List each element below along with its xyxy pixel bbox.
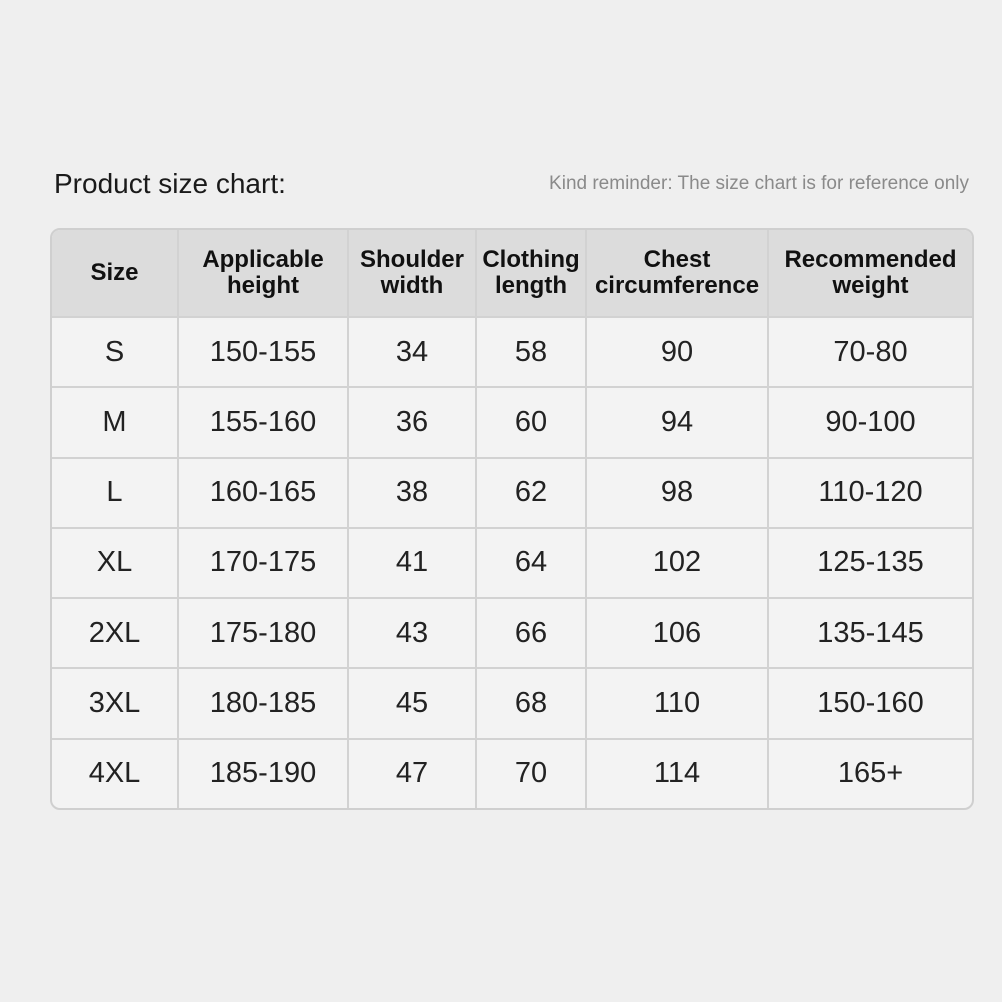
table-cell: 110	[585, 667, 769, 740]
table-cell: 106	[585, 597, 769, 670]
table-cell: 36	[347, 386, 477, 459]
table-cell: 58	[475, 315, 587, 389]
column-header: Shoulder width	[347, 230, 477, 318]
table-cell: 68	[475, 667, 587, 740]
column-header-line: Size	[90, 259, 139, 286]
table-cell: 38	[347, 456, 477, 529]
column-header-line: Shoulder	[359, 246, 464, 273]
table-cell: 155-160	[177, 386, 349, 459]
column-header-line: Recommended	[784, 246, 957, 273]
table-cell: 70	[475, 737, 587, 808]
table-cell: 160-165	[177, 456, 349, 529]
table-cell: 41	[347, 526, 477, 600]
table-row: S 150-155 34 58 90 70-80	[52, 315, 972, 389]
column-header-line: Chest	[643, 246, 711, 273]
table-cell: 170-175	[177, 526, 349, 600]
table-cell: 125-135	[767, 526, 972, 600]
table-cell: 43	[347, 597, 477, 670]
column-header-line: weight	[832, 272, 909, 299]
table-cell: 135-145	[767, 597, 972, 670]
table-cell: 110-120	[767, 456, 972, 529]
table-row: L 160-165 38 62 98 110-120	[52, 456, 972, 529]
column-header-line: Applicable	[202, 246, 324, 273]
table-cell: 60	[475, 386, 587, 459]
table-cell: M	[52, 386, 179, 459]
column-header-line: height	[227, 272, 299, 299]
table-cell: 165+	[767, 737, 972, 808]
table-cell: 66	[475, 597, 587, 670]
table-cell: 90-100	[767, 386, 972, 459]
column-header: Size	[52, 230, 179, 318]
table-cell: 2XL	[52, 597, 179, 670]
table-cell: 102	[585, 526, 769, 600]
table-cell: 64	[475, 526, 587, 600]
table-row: M 155-160 36 60 94 90-100	[52, 386, 972, 459]
column-header: Applicable height	[177, 230, 349, 318]
table-cell: 180-185	[177, 667, 349, 740]
table-cell: XL	[52, 526, 179, 600]
column-header-line: width	[380, 272, 444, 299]
table-cell: 150-155	[177, 315, 349, 389]
table-cell: 70-80	[767, 315, 972, 389]
table-cell: 45	[347, 667, 477, 740]
table-cell: 3XL	[52, 667, 179, 740]
table-cell: L	[52, 456, 179, 529]
column-header: Clothing length	[475, 230, 587, 318]
table-cell: 47	[347, 737, 477, 808]
table-cell: 98	[585, 456, 769, 529]
table-row: 3XL 180-185 45 68 110 150-160	[52, 667, 972, 740]
table-cell: 90	[585, 315, 769, 389]
column-header: Chest circumference	[585, 230, 769, 318]
table-cell: 94	[585, 386, 769, 459]
column-header-line: circumference	[594, 272, 760, 299]
page-title: Product size chart:	[54, 168, 286, 199]
column-header: Recommended weight	[767, 230, 972, 318]
table-cell: S	[52, 315, 179, 389]
table-row: XL 170-175 41 64 102 125-135	[52, 526, 972, 600]
column-header-line: length	[495, 272, 567, 299]
table-cell: 62	[475, 456, 587, 529]
table-header-row: Size Applicable height Shoulder width Clothin…	[52, 230, 972, 318]
table-cell: 185-190	[177, 737, 349, 808]
table-cell: 4XL	[52, 737, 179, 808]
table-cell: 175-180	[177, 597, 349, 670]
table-cell: 34	[347, 315, 477, 389]
column-header-line: Clothing	[482, 246, 580, 273]
size-chart-table: Size Applicable height Shoulder width Clothin…	[50, 228, 974, 810]
table-row: 2XL 175-180 43 66 106 135-145	[52, 597, 972, 670]
table-cell: 114	[585, 737, 769, 808]
table-cell: 150-160	[767, 667, 972, 740]
table-row: 4XL 185-190 47 70 114 165+	[52, 737, 972, 808]
reminder-note: Kind reminder: The size chart is for ref…	[549, 173, 969, 194]
